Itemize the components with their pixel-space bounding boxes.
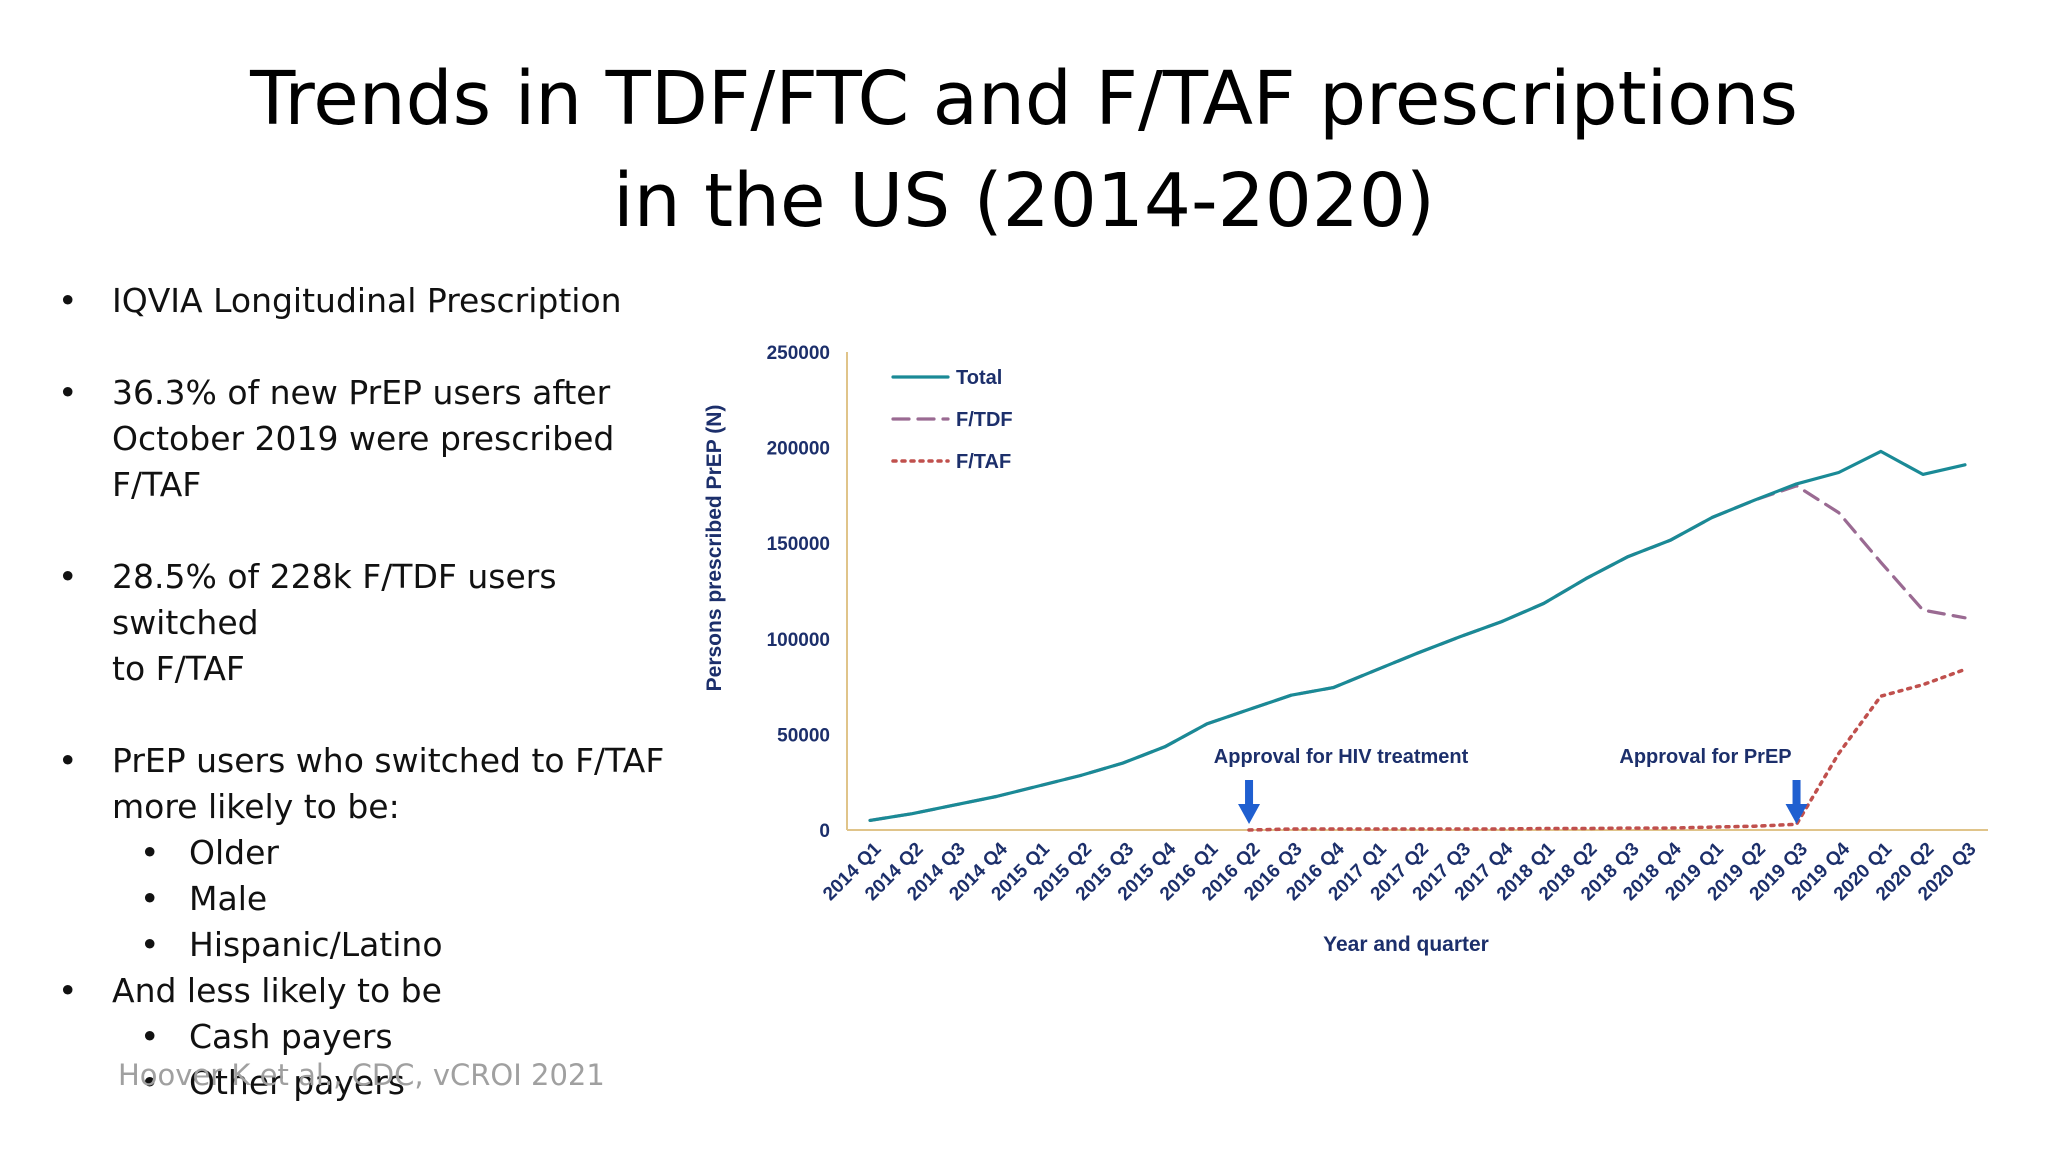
bullet-text: 28.5% of 228k F/TDF users switched [112, 557, 557, 642]
annotation-arrow-shaft [1792, 780, 1801, 806]
arrow-down-icon [1238, 804, 1261, 824]
bullet-dot-icon: • [140, 833, 160, 872]
bullet-text: 36.3% of new PrEP users after [112, 373, 611, 412]
series-line [868, 449, 1967, 822]
title-line: Trends in TDF/FTC and F/TAF prescription… [250, 56, 1798, 142]
y-axis-label: Persons prescribed PrEP (N) [703, 405, 726, 692]
bullet-dot-icon: • [58, 971, 78, 1010]
bullet-item: • And less likely to be [58, 968, 698, 1014]
y-tick-label: 250000 [767, 343, 830, 364]
bullet-text: October 2019 were prescribed F/TAF [112, 419, 615, 504]
bullet-text: IQVIA Longitudinal Prescription [112, 281, 622, 320]
y-tick-label: 100000 [767, 630, 830, 651]
y-tick-label: 200000 [767, 439, 830, 460]
legend-label: F/TAF [956, 451, 1011, 473]
bullet-item: • PrEP users who switched to F/TAF more li… [58, 738, 698, 830]
slide-title: Trends in TDF/FTC and F/TAF prescription… [0, 48, 2048, 252]
bullet-dot-icon: • [140, 879, 160, 918]
bullet-item: • Other payers [58, 1060, 698, 1106]
bullet-dot-icon: • [58, 281, 78, 320]
bullet-item: • IQVIA Longitudinal Prescription [58, 278, 698, 324]
y-tick-label: 150000 [767, 534, 830, 555]
bullet-item: • Cash payers [58, 1014, 698, 1060]
annotation-label: Approval for HIV treatment [1214, 746, 1469, 768]
bullet-text: Male [189, 879, 268, 918]
legend: Total F/TDF F/TAF [891, 367, 1013, 473]
citation: Hoover K et al., CDC, vCROI 2021 [118, 1058, 605, 1092]
y-tick-label: 50000 [777, 725, 830, 746]
y-axis-ticks: 250000 200000 150000 100000 50000 0 [767, 343, 830, 842]
annotation-label: Approval for PrEP [1619, 746, 1791, 768]
bullet-text: more likely to be: [112, 787, 400, 826]
title-line: in the US (2014-2020) [613, 158, 1435, 244]
bullet-list: • IQVIA Longitudinal Prescription • 36.3% o… [58, 278, 698, 1106]
bullet-dot-icon: • [58, 741, 78, 780]
y-tick-label: 0 [819, 821, 830, 842]
bullet-text: And less likely to be [112, 971, 442, 1010]
annotations: Approval for HIV treatment Approval for P… [1214, 746, 1808, 824]
arrow-down-icon [1785, 804, 1808, 824]
bullet-text: PrEP users who switched to F/TAF [112, 741, 665, 780]
bullet-dot-icon: • [58, 373, 78, 412]
legend-label: F/TDF [956, 409, 1013, 431]
bullet-text: to F/TAF [112, 649, 245, 688]
bullet-text: Older [189, 833, 279, 872]
bullet-item: • Hispanic/Latino [58, 922, 698, 968]
bullet-dot-icon: • [140, 1063, 160, 1102]
bullet-text: Other payers [189, 1063, 405, 1102]
bullet-text: Cash payers [189, 1017, 393, 1056]
bullet-dot-icon: • [140, 1017, 160, 1056]
bullet-item: • Older [58, 830, 698, 876]
prep-prescriptions-chart: 250000 200000 150000 100000 50000 0 2014 Q120… [703, 343, 1988, 956]
bullet-text: Hispanic/Latino [189, 925, 443, 964]
bullet-dot-icon: • [140, 925, 160, 964]
bullet-item: • Male [58, 876, 698, 922]
bullet-item: • 36.3% of new PrEP users after October 20… [58, 370, 698, 508]
bullet-item: • 28.5% of 228k F/TDF users switched to F/… [58, 554, 698, 692]
annotation-arrow-shaft [1245, 780, 1254, 806]
legend-label: Total [956, 367, 1002, 389]
series-lines [868, 449, 1967, 832]
bullet-dot-icon: • [58, 557, 78, 596]
series-line [1247, 667, 1967, 832]
x-axis-label: Year and quarter [1323, 933, 1489, 956]
